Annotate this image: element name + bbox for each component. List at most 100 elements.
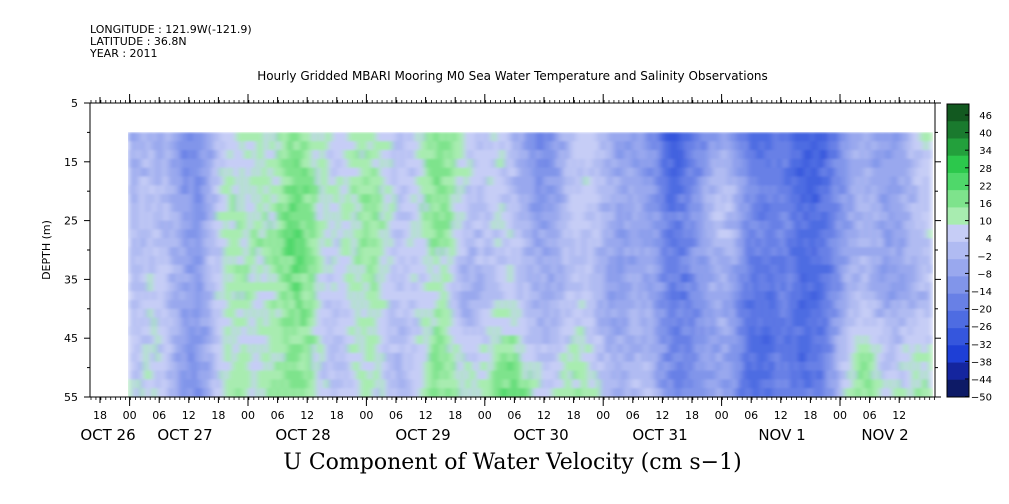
heatmap-cell bbox=[404, 352, 409, 363]
heatmap-cell bbox=[180, 388, 185, 398]
heatmap-cell bbox=[568, 185, 573, 195]
heatmap-cell bbox=[536, 220, 541, 230]
heatmap-cell bbox=[624, 388, 629, 398]
heatmap-cell bbox=[328, 255, 333, 266]
heatmap-cell bbox=[760, 167, 765, 178]
heatmap-cell bbox=[252, 255, 257, 266]
heatmap-cell bbox=[608, 247, 613, 257]
heatmap-cell bbox=[656, 220, 661, 230]
heatmap-cell bbox=[516, 220, 521, 230]
heatmap-cell bbox=[336, 264, 341, 275]
heatmap-cell bbox=[540, 273, 545, 283]
heatmap-cell bbox=[492, 335, 497, 345]
heatmap-cell bbox=[752, 229, 757, 239]
heatmap-cell bbox=[172, 150, 177, 160]
heatmap-cell bbox=[248, 185, 253, 195]
heatmap-cell bbox=[276, 352, 281, 363]
heatmap-cell bbox=[284, 335, 289, 345]
heatmap-cell bbox=[772, 300, 777, 310]
heatmap-cell bbox=[172, 158, 177, 169]
heatmap-cell bbox=[404, 203, 409, 213]
heatmap-cell bbox=[524, 361, 529, 372]
heatmap-cell bbox=[784, 379, 789, 389]
heatmap-cell bbox=[316, 220, 321, 230]
heatmap-cell bbox=[532, 194, 537, 204]
heatmap-cell bbox=[456, 150, 461, 160]
heatmap-cell bbox=[564, 370, 569, 380]
heatmap-cell bbox=[616, 229, 621, 239]
heatmap-cell bbox=[556, 370, 561, 380]
heatmap-cell bbox=[328, 247, 333, 257]
heatmap-cell bbox=[356, 238, 361, 248]
heatmap-cell bbox=[212, 141, 217, 151]
heatmap-cell bbox=[376, 211, 381, 222]
heatmap-cell bbox=[616, 158, 621, 169]
heatmap-cell bbox=[772, 203, 777, 213]
heatmap-cell bbox=[236, 141, 241, 151]
heatmap-cell bbox=[688, 335, 693, 345]
heatmap-cell bbox=[640, 326, 645, 336]
heatmap-cell bbox=[592, 238, 597, 248]
heatmap-cell bbox=[424, 185, 429, 195]
heatmap-cell bbox=[672, 229, 677, 239]
heatmap-cell bbox=[452, 361, 457, 372]
heatmap-cell bbox=[756, 361, 761, 372]
heatmap-cell bbox=[128, 185, 133, 195]
heatmap-cell bbox=[284, 273, 289, 283]
heatmap-cell bbox=[560, 203, 565, 213]
heatmap-cell bbox=[156, 291, 161, 301]
heatmap-cell bbox=[680, 176, 685, 186]
heatmap-cell bbox=[228, 308, 233, 319]
heatmap-cell bbox=[444, 326, 449, 336]
heatmap-cell bbox=[708, 255, 713, 266]
heatmap-cell bbox=[684, 158, 689, 169]
heatmap-cell bbox=[308, 291, 313, 301]
heatmap-cell bbox=[172, 255, 177, 266]
heatmap-cell bbox=[672, 220, 677, 230]
heatmap-cell bbox=[140, 247, 145, 257]
heatmap-cell bbox=[764, 388, 769, 398]
heatmap-cell bbox=[668, 167, 673, 178]
heatmap-cell bbox=[260, 264, 265, 275]
heatmap-cell bbox=[688, 203, 693, 213]
heatmap-cell bbox=[292, 282, 297, 292]
heatmap-cell bbox=[664, 238, 669, 248]
heatmap-cell bbox=[700, 388, 705, 398]
heatmap-cell bbox=[784, 335, 789, 345]
heatmap-cell bbox=[420, 379, 425, 389]
heatmap-cell bbox=[364, 273, 369, 283]
heatmap-cell bbox=[600, 176, 605, 186]
heatmap-cell bbox=[644, 150, 649, 160]
heatmap-cell bbox=[184, 229, 189, 239]
heatmap-cell bbox=[256, 220, 261, 230]
heatmap-cell bbox=[756, 150, 761, 160]
heatmap-cell bbox=[396, 247, 401, 257]
heatmap-cell bbox=[464, 211, 469, 222]
heatmap-cell bbox=[168, 370, 173, 380]
heatmap-cell bbox=[424, 247, 429, 257]
heatmap-cell bbox=[484, 185, 489, 195]
heatmap-cell bbox=[476, 273, 481, 283]
heatmap-cell bbox=[608, 379, 613, 389]
heatmap-cell bbox=[672, 132, 677, 142]
heatmap-cell bbox=[592, 300, 597, 310]
heatmap-cell bbox=[788, 203, 793, 213]
heatmap-cell bbox=[720, 317, 725, 327]
heatmap-cell bbox=[700, 273, 705, 283]
heatmap-cell bbox=[500, 194, 505, 204]
heatmap-cell bbox=[212, 247, 217, 257]
heatmap-cell bbox=[360, 273, 365, 283]
heatmap-cell bbox=[600, 326, 605, 336]
heatmap-cell bbox=[456, 158, 461, 169]
heatmap-cell bbox=[376, 141, 381, 151]
heatmap-cell bbox=[448, 352, 453, 363]
heatmap-cell bbox=[140, 264, 145, 275]
heatmap-cell bbox=[212, 273, 217, 283]
heatmap-cell bbox=[328, 158, 333, 169]
heatmap-cell bbox=[416, 185, 421, 195]
heatmap-cell bbox=[392, 141, 397, 151]
heatmap-cell bbox=[616, 370, 621, 380]
heatmap-cell bbox=[264, 335, 269, 345]
heatmap-cell bbox=[652, 352, 657, 363]
heatmap-cell bbox=[136, 282, 141, 292]
